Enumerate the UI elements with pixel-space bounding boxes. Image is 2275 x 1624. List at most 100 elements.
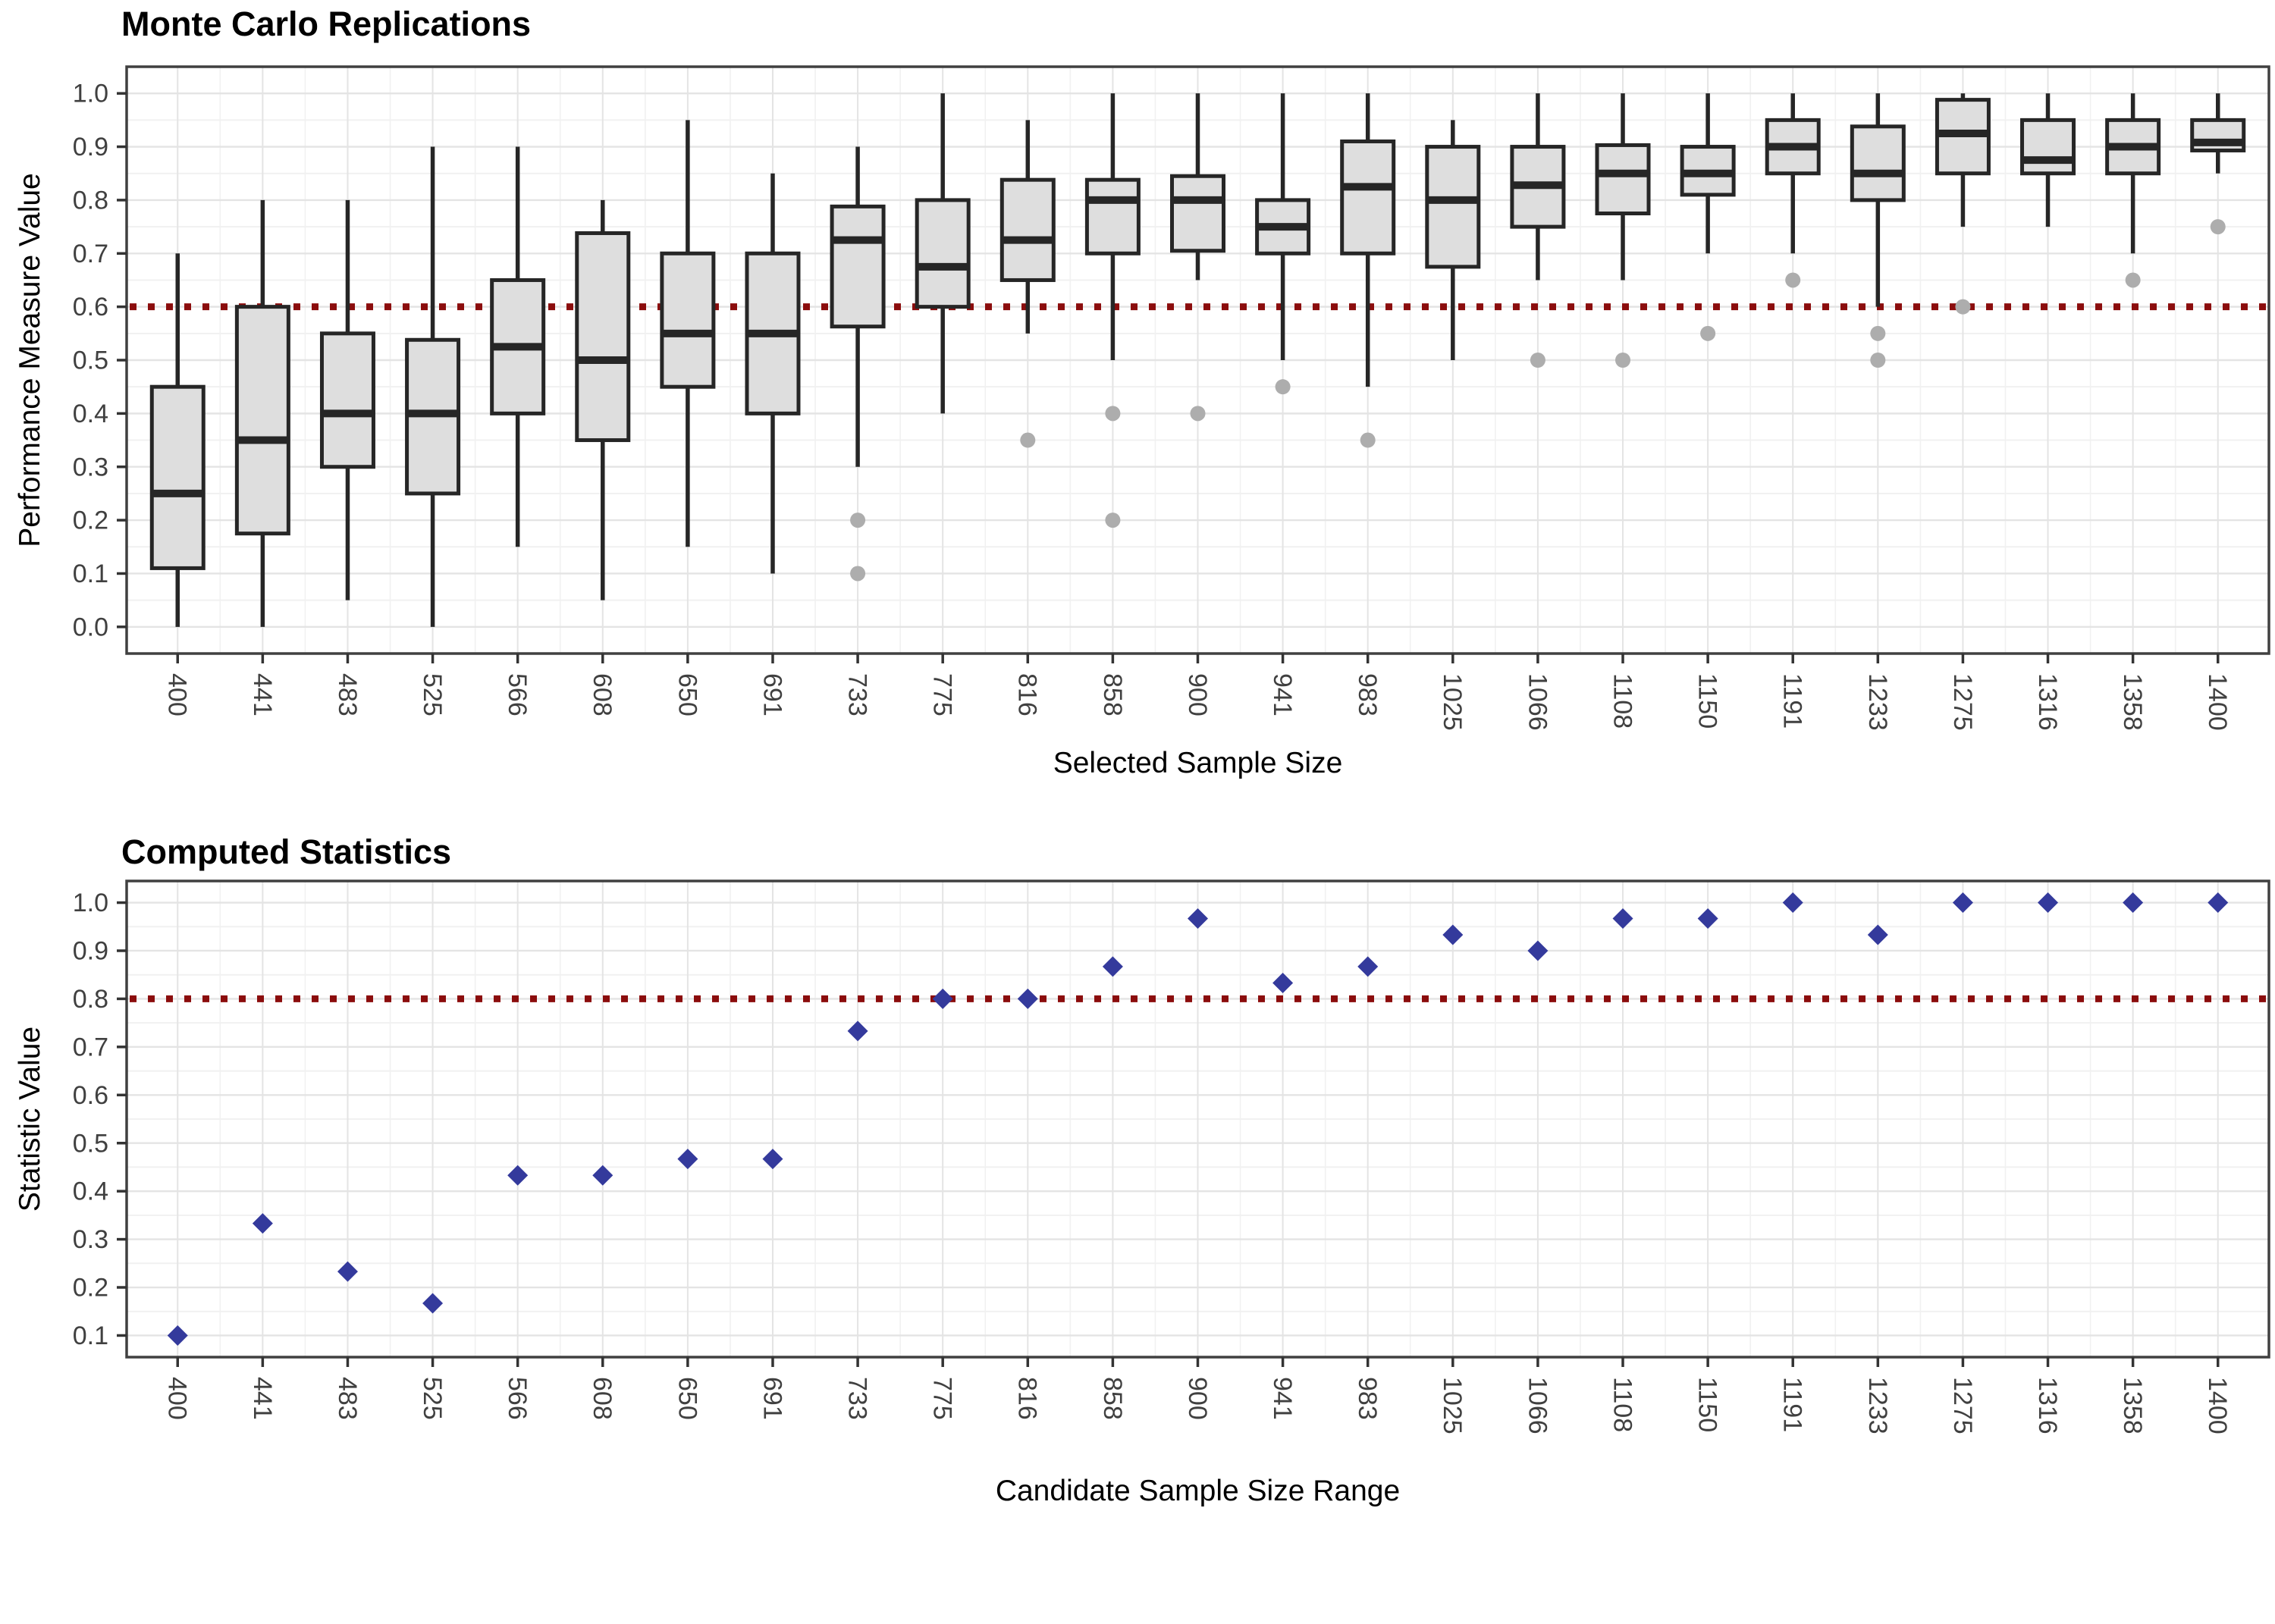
outlier-point (1105, 406, 1121, 422)
x-tick-label: 1108 (1608, 673, 1636, 729)
boxplot-1316 (2020, 93, 2076, 227)
y-axis: 0.1 0.2 0.3 0.4 0.5 0.6 0.7 0.8 0.9 1.0 (73, 889, 127, 1350)
x-tick-label: 983 (1353, 673, 1382, 716)
boxplot-608 (575, 199, 631, 600)
scatter-point-441 (252, 1213, 273, 1234)
boxplot-1275 (1935, 93, 1991, 315)
outlier-point (1190, 406, 1206, 422)
outlier-point (1530, 353, 1545, 368)
x-tick-label: 1233 (1863, 1377, 1892, 1434)
top-y-axis-title: Performance Measure Value (14, 173, 46, 547)
scatter-point-1108 (1612, 908, 1633, 929)
y-tick-label: 0.7 (73, 240, 108, 268)
scatter-point-816 (1017, 988, 1038, 1009)
x-tick-label: 1025 (1438, 1377, 1467, 1434)
boxplot-691 (745, 173, 801, 574)
x-tick-label: 941 (1268, 1377, 1297, 1420)
x-tick-label: 1275 (1948, 673, 1977, 731)
outlier-point (1360, 432, 1376, 448)
boxplot-941 (1255, 93, 1311, 395)
x-tick-label: 691 (758, 673, 786, 716)
y-tick-label: 0.6 (73, 1081, 108, 1110)
scatter-point-941 (1272, 972, 1294, 993)
x-tick-label: 1358 (2118, 1377, 2147, 1434)
bottom-panel-title: Computed Statistics (121, 832, 452, 871)
outlier-point (1700, 325, 1716, 341)
y-tick-label: 0.2 (73, 1274, 108, 1303)
x-tick-label: 1233 (1863, 673, 1892, 731)
boxplot-1150 (1680, 93, 1736, 341)
outlier-point (1785, 272, 1801, 288)
y-tick-label: 0.3 (73, 453, 108, 481)
x-tick-label: 483 (333, 1377, 362, 1420)
scatter-point-1150 (1697, 908, 1718, 929)
y-tick-label: 0.1 (73, 560, 108, 588)
x-tick-label: 525 (418, 673, 447, 716)
outlier-point (1870, 325, 1886, 341)
scatter-point-1191 (1782, 892, 1803, 914)
x-tick-label: 733 (843, 673, 872, 716)
x-tick-label: 900 (1183, 1377, 1212, 1420)
boxplot-900 (1170, 93, 1225, 422)
x-tick-label: 1191 (1778, 673, 1807, 729)
x-tick-label: 650 (673, 673, 701, 716)
x-tick-label: 1150 (1693, 1377, 1722, 1432)
scatter-point-400 (167, 1325, 188, 1346)
scatter-point-983 (1357, 956, 1379, 977)
y-tick-label: 1.0 (73, 889, 108, 917)
y-tick-label: 0.2 (73, 506, 108, 535)
scatter-point-691 (762, 1149, 783, 1170)
outlier-point (1955, 299, 1971, 315)
scatter-point-858 (1102, 956, 1123, 977)
boxplot-733 (830, 146, 886, 582)
scatter-point-1025 (1442, 924, 1464, 945)
scatter-point-1400 (2208, 892, 2229, 914)
outlier-point (2125, 272, 2141, 288)
y-tick-label: 0.5 (73, 346, 108, 375)
boxplot-1358 (2105, 93, 2161, 288)
y-tick-label: 0.8 (73, 985, 108, 1014)
scatter-point-566 (507, 1165, 529, 1186)
scatter-point-733 (847, 1020, 868, 1042)
bottom-x-axis-title: Candidate Sample Size Range (995, 1475, 1401, 1507)
x-tick-label: 608 (588, 1377, 617, 1420)
x-tick-label: 566 (503, 673, 532, 716)
boxplot-858 (1084, 93, 1141, 528)
x-tick-label: 775 (928, 1377, 957, 1420)
boxplot-525 (405, 146, 461, 627)
x-axis: 400 441 483 525 566 608 650 691 733 775 816 858 900 9… (163, 654, 2232, 731)
boxplot-983 (1340, 93, 1396, 448)
major-horizontal-gridlines (127, 901, 2269, 1337)
scatter-point-483 (337, 1261, 358, 1282)
boxplot-400 (149, 253, 206, 627)
y-tick-label: 0.4 (73, 1177, 108, 1206)
outlier-point (1870, 353, 1886, 368)
x-tick-label: 441 (248, 673, 277, 716)
x-tick-label: 858 (1098, 1377, 1127, 1420)
scatter-point-775 (932, 988, 953, 1009)
y-tick-label: 0.3 (73, 1225, 108, 1254)
y-tick-label: 0.5 (73, 1129, 108, 1158)
y-axis: 0.0 0.1 0.2 0.3 0.4 0.5 0.6 0.7 0.8 0.9 1.0 (73, 80, 127, 641)
x-tick-label: 691 (758, 1377, 786, 1420)
bottom-y-axis-title: Statistic Value (14, 1026, 46, 1212)
x-tick-label: 1400 (2203, 1377, 2232, 1434)
scatter-point-525 (422, 1293, 444, 1314)
x-tick-label: 775 (928, 673, 957, 716)
top-x-axis-title: Selected Sample Size (1053, 747, 1343, 779)
x-tick-label: 941 (1268, 673, 1297, 716)
scatter-point-1066 (1527, 940, 1549, 961)
scatter-point-1275 (1952, 892, 1973, 914)
outlier-point (1275, 379, 1291, 395)
outlier-point (2210, 219, 2226, 235)
y-tick-label: 0.1 (73, 1321, 108, 1350)
boxplot-775 (915, 93, 971, 414)
major-horizontal-gridlines (127, 92, 2269, 629)
boxplot-816 (999, 120, 1056, 448)
y-tick-label: 0.7 (73, 1033, 108, 1061)
x-tick-label: 483 (333, 673, 362, 716)
x-tick-label: 566 (503, 1377, 532, 1420)
x-tick-label: 1316 (2033, 1377, 2062, 1434)
x-tick-label: 733 (843, 1377, 872, 1420)
x-tick-label: 1025 (1438, 673, 1467, 731)
